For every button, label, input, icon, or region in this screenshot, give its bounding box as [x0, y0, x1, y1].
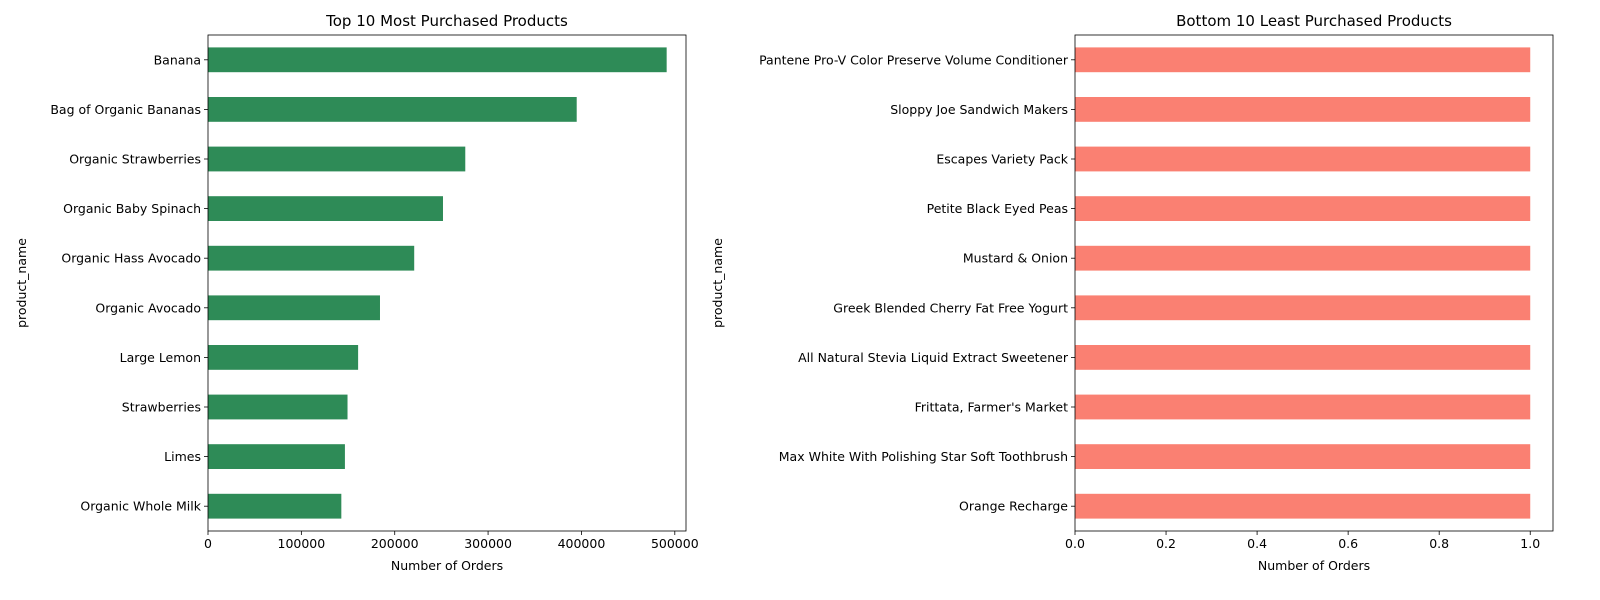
- x-axis-label: Number of Orders: [1258, 558, 1370, 573]
- x-tick-label: 100000: [278, 536, 326, 551]
- bar: [208, 493, 342, 519]
- bar: [1075, 97, 1531, 122]
- bar: [208, 47, 667, 73]
- y-tick-label: Escapes Variety Pack: [936, 152, 1068, 167]
- y-tick-label: Strawberries: [122, 400, 201, 415]
- x-tick-label: 200000: [371, 536, 419, 551]
- x-tick-label: 0: [204, 536, 212, 551]
- chart-title: Bottom 10 Least Purchased Products: [1176, 12, 1452, 30]
- y-axis-label: product_name: [14, 238, 29, 328]
- bar: [1075, 394, 1531, 420]
- x-tick-label: 500000: [651, 536, 699, 551]
- y-tick-label: Limes: [164, 449, 201, 464]
- y-tick-label: Bag of Organic Bananas: [50, 102, 201, 117]
- bar: [1075, 196, 1531, 221]
- x-tick-label: 1.0: [1520, 536, 1540, 551]
- bar: [1075, 146, 1531, 172]
- bar: [208, 295, 380, 321]
- bar: [1075, 295, 1531, 321]
- x-tick-label: 0.8: [1429, 536, 1449, 551]
- x-tick-label: 0.2: [1156, 536, 1176, 551]
- y-tick-label: Organic Hass Avocado: [61, 251, 201, 266]
- bar: [1075, 444, 1531, 469]
- y-tick-label: Mustard & Onion: [963, 251, 1068, 266]
- y-tick-label: All Natural Stevia Liquid Extract Sweete…: [798, 350, 1069, 365]
- bar: [208, 444, 345, 469]
- bar: [208, 345, 359, 370]
- y-tick-label: Orange Recharge: [959, 499, 1068, 514]
- y-tick-label: Organic Baby Spinach: [63, 201, 201, 216]
- x-tick-label: 400000: [558, 536, 606, 551]
- bar: [1075, 245, 1531, 271]
- bar: [208, 146, 466, 172]
- chart-title: Top 10 Most Purchased Products: [325, 12, 568, 30]
- y-tick-label: Frittata, Farmer's Market: [915, 400, 1068, 415]
- x-tick-label: 0.6: [1338, 536, 1358, 551]
- plot-frame: [1074, 34, 1554, 532]
- y-tick-label: Organic Whole Milk: [80, 499, 201, 514]
- y-axis-label: product_name: [710, 238, 725, 328]
- bar: [1075, 47, 1531, 73]
- y-tick-label: Sloppy Joe Sandwich Makers: [890, 102, 1068, 117]
- top-products-chart: Banana Bag of Organic Bananas Organic Stra…: [14, 12, 699, 573]
- y-tick-label: Organic Strawberries: [69, 152, 201, 167]
- y-tick-label: Pantene Pro-V Color Preserve Volume Cond…: [759, 52, 1069, 67]
- bar: [1075, 345, 1531, 370]
- y-tick-label: Banana: [154, 52, 201, 67]
- y-tick-label: Petite Black Eyed Peas: [927, 201, 1068, 216]
- y-tick-label: Greek Blended Cherry Fat Free Yogurt: [833, 300, 1068, 315]
- bar: [1075, 493, 1531, 519]
- bar: [208, 245, 415, 271]
- x-tick-label: 0.0: [1065, 536, 1085, 551]
- x-tick-label: 0.4: [1247, 536, 1267, 551]
- x-axis-label: Number of Orders: [391, 558, 503, 573]
- bar: [208, 196, 443, 221]
- plot-frame: [207, 34, 687, 532]
- bar: [208, 97, 577, 122]
- y-tick-label: Organic Avocado: [95, 300, 201, 315]
- y-tick-label: Large Lemon: [120, 350, 201, 365]
- bottom-products-chart: Pantene Pro-V Color Preserve Volume Cond…: [710, 12, 1554, 573]
- x-tick-label: 300000: [464, 536, 512, 551]
- y-tick-label: Max White With Polishing Star Soft Tooth…: [779, 449, 1068, 464]
- bar: [208, 394, 348, 420]
